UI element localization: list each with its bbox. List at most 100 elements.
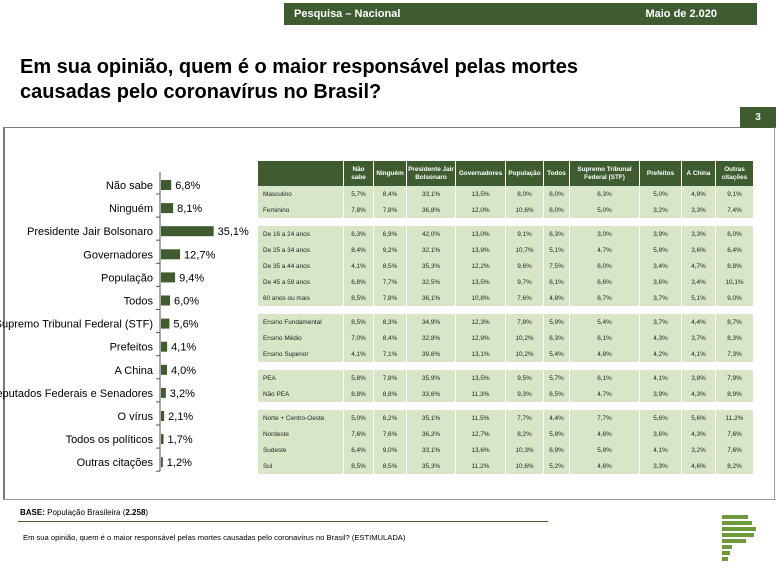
table-cell: 4,7% (570, 242, 640, 258)
spacer-cell (506, 218, 544, 226)
category-label: Presidente Jair Bolsonaro (27, 226, 153, 238)
table-row: Norte + Centro-Oeste 5,0% 6,2% 35,1% 11,5% 7,… (258, 410, 754, 426)
table-cell: 8,4% (344, 242, 374, 258)
table-cell: 3,7% (640, 314, 682, 330)
category-label: Governadores (83, 249, 153, 261)
table-row: Sul 8,5% 8,5% 35,3% 11,2% 10,6% 5,2% 4,6% 3,3% 4,… (258, 458, 754, 474)
table-cell: 13,5% (456, 186, 506, 202)
table-row: Nordeste 7,6% 7,6% 36,2% 12,7% 8,2% 5,8% 4,6% 3,… (258, 426, 754, 442)
table-cell: 42,0% (407, 226, 456, 242)
table-cell: 9,3% (506, 386, 544, 402)
table-row: Masculino 5,7% 8,4% 33,1% 13,5% 8,0% 6,0% 6,3% 5… (258, 186, 754, 202)
segment-label: Ensino Médio (258, 330, 344, 346)
table-cell: 6,1% (570, 370, 640, 386)
spacer-cell (682, 306, 716, 314)
table-cell: 9,2% (374, 242, 407, 258)
table-row: Ensino Médio 7,0% 8,4% 32,8% 12,9% 10,2% 6,3% 6… (258, 330, 754, 346)
spacer-cell (374, 362, 407, 370)
spacer-cell (640, 402, 682, 410)
spacer-cell (407, 362, 456, 370)
table-cell: 4,3% (682, 426, 716, 442)
table-cell: 7,6% (716, 442, 754, 458)
table-cell: 6,3% (344, 226, 374, 242)
table-cell: 3,2% (640, 202, 682, 218)
table-cell: 6,9% (374, 226, 407, 242)
base-label: BASE: (20, 508, 45, 517)
table-row: De 25 a 34 anos 8,4% 9,2% 32,1% 13,9% 10,7% 5,… (258, 242, 754, 258)
table-cell: 13,6% (456, 442, 506, 458)
title-divider (3, 127, 776, 128)
table-cell: 5,1% (682, 290, 716, 306)
table-cell: 3,3% (682, 202, 716, 218)
spacer-cell (682, 362, 716, 370)
category-label: População (101, 272, 153, 284)
table-cell: 12,7% (456, 426, 506, 442)
spacer-cell (544, 306, 570, 314)
table-cell: 5,0% (570, 202, 640, 218)
table-cell: 7,6% (374, 426, 407, 442)
table-cell: 3,7% (640, 290, 682, 306)
table-cell: 10,8% (456, 290, 506, 306)
table-cell: 3,0% (570, 226, 640, 242)
table-cell: 6,0% (544, 186, 570, 202)
table-cell: 7,8% (344, 202, 374, 218)
base-n: 2.258 (125, 508, 146, 517)
table-cell: 4,1% (640, 370, 682, 386)
table-cell: 6,4% (716, 242, 754, 258)
table-header-row: Não sabe Ninguém Presidente Jair Bolsonaro… (258, 161, 754, 186)
group-spacer (258, 362, 754, 370)
spacer-cell (456, 306, 506, 314)
survey-scope: Pesquisa – Nacional (294, 8, 401, 20)
table-cell: 8,8% (374, 386, 407, 402)
segment-label: De 35 a 44 anos (258, 258, 344, 274)
table-cell: 5,6% (640, 410, 682, 426)
table-cell: 8,4% (374, 330, 407, 346)
spacer-cell (506, 306, 544, 314)
spacer-cell (456, 362, 506, 370)
table-cell: 7,8% (374, 370, 407, 386)
page-title: Em sua opinião, quem é o maior responsáv… (20, 56, 578, 103)
table-cell: 39,6% (407, 346, 456, 362)
footer-divider (18, 521, 548, 522)
table-cell: 5,8% (570, 442, 640, 458)
table-cell: 6,3% (544, 226, 570, 242)
table-cell: 7,7% (506, 410, 544, 426)
table-cell: 32,8% (407, 330, 456, 346)
spacer-cell (640, 306, 682, 314)
segment-label: Sudeste (258, 442, 344, 458)
spacer-cell (344, 218, 374, 226)
table-cell: 4,2% (640, 346, 682, 362)
segment-label: De 45 a 59 anos (258, 274, 344, 290)
bar (161, 226, 214, 237)
table-cell: 5,7% (344, 186, 374, 202)
bar (161, 203, 174, 214)
spacer-cell (640, 218, 682, 226)
base-text: População Brasileira ( (44, 508, 126, 517)
column-header: Presidente Jair Bolsonaro (407, 161, 456, 186)
data-label: 35,1% (218, 226, 249, 238)
bar (161, 272, 176, 283)
table-cell: 3,6% (682, 242, 716, 258)
table-cell: 5,6% (682, 410, 716, 426)
table-cell: 4,3% (682, 386, 716, 402)
spacer-cell (344, 362, 374, 370)
table-cell: 4,6% (682, 458, 716, 474)
table-cell: 5,9% (544, 314, 570, 330)
table-row: De 16 a 24 anos 6,3% 6,9% 42,0% 13,0% 9,1% 6,3… (258, 226, 754, 242)
table-cell: 5,2% (544, 458, 570, 474)
table-cell: 9,5% (506, 370, 544, 386)
table-cell: 11,5% (456, 410, 506, 426)
table-cell: 10,1% (716, 274, 754, 290)
table-cell: 4,4% (544, 410, 570, 426)
table-cell: 3,4% (640, 258, 682, 274)
category-label: Não sabe (106, 180, 153, 192)
table-cell: 6,9% (544, 442, 570, 458)
table-cell: 10,3% (506, 442, 544, 458)
table-cell: 12,9% (456, 330, 506, 346)
table-cell: 7,8% (374, 290, 407, 306)
table-cell: 7,8% (506, 314, 544, 330)
table-cell: 7,0% (344, 330, 374, 346)
table-cell: 32,1% (407, 242, 456, 258)
table-cell: 10,7% (506, 242, 544, 258)
table-cell: 8,5% (344, 290, 374, 306)
